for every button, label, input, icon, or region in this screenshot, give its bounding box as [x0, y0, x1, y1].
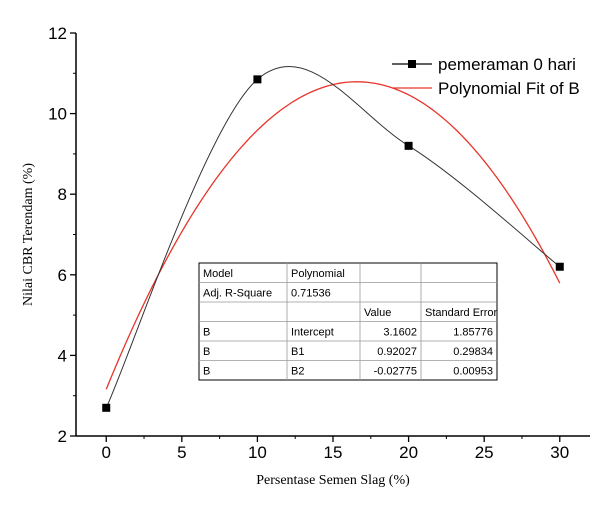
axes: 0 5 10 15 20 25 30 2 4 6 8 10 12 [48, 24, 590, 462]
fit-table: Model Polynomial Adj. R-Square 0.71536 Value… [198, 262, 498, 381]
fit-table-cell: 0.29834 [453, 346, 493, 358]
x-tick-label: 20 [399, 443, 418, 462]
fit-table-cell: B [203, 366, 210, 378]
x-tick-label: 30 [550, 443, 569, 462]
y-tick-label: 2 [58, 427, 67, 446]
y-tick-label: 10 [48, 105, 67, 124]
x-tick-label: 5 [177, 443, 186, 462]
fit-table-cell: B [203, 327, 210, 339]
fit-table-cell: 0.71536 [291, 288, 331, 300]
y-tick-label: 6 [58, 266, 67, 285]
legend-swatch-marker [408, 60, 416, 68]
data-point [555, 262, 564, 271]
x-tick-label: 15 [324, 443, 343, 462]
series-layer [102, 65, 564, 412]
legend-label: Polynomial Fit of B [438, 79, 580, 98]
fit-table-cell: 1.85776 [453, 327, 493, 339]
x-tick-label: 25 [475, 443, 494, 462]
series-line-pemeraman-0-hari [105, 65, 561, 408]
y-tick-label: 8 [58, 185, 67, 204]
data-point [102, 403, 111, 412]
legend-label: pemeraman 0 hari [438, 55, 576, 74]
fit-table-cell: Standard Error [425, 307, 497, 319]
fit-table-cell: B [203, 346, 210, 358]
fit-table-cell: 3.1602 [383, 327, 417, 339]
x-axis-title: Persentase Semen Slag (%) [256, 473, 410, 488]
y-tick-label: 4 [58, 346, 67, 365]
y-axis-title: Nilai CBR Terendam (%) [21, 163, 36, 306]
fit-table-cell: Model [203, 268, 233, 280]
x-tick-label: 10 [248, 443, 267, 462]
fit-table-cell: Value [364, 307, 391, 319]
fit-table-cell: Adj. R-Square [203, 288, 272, 300]
fit-table-cell: 0.92027 [377, 346, 417, 358]
data-point [253, 75, 262, 84]
fit-table-cell: -0.02775 [374, 366, 417, 378]
fit-table-cell: B2 [291, 366, 304, 378]
legend: pemeraman 0 hari Polynomial Fit of B [392, 55, 580, 98]
y-tick-label: 12 [48, 24, 67, 43]
fit-table-cell: Intercept [291, 327, 334, 339]
data-point [404, 141, 413, 150]
fit-table-cell: B1 [291, 346, 304, 358]
fit-table-cell: 0.00953 [453, 366, 493, 378]
fit-table-cell: Polynomial [291, 268, 345, 280]
x-tick-label: 0 [102, 443, 111, 462]
